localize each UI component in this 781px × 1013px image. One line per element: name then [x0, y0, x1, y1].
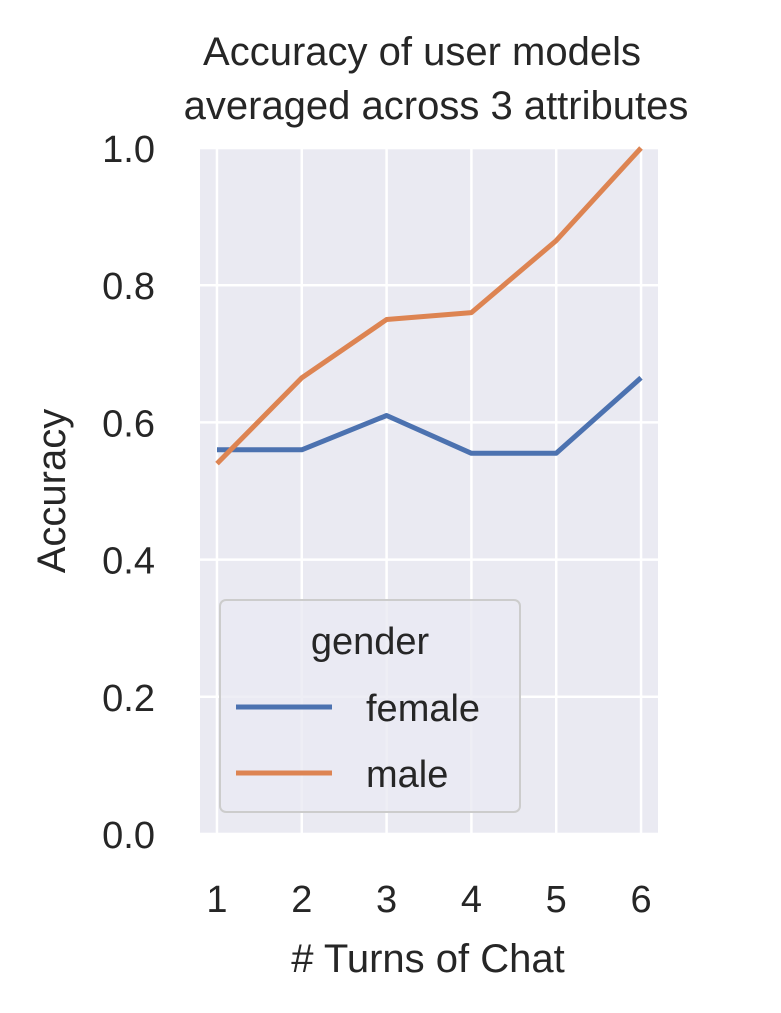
x-tick-label: 2	[291, 879, 312, 921]
series-line-male	[215, 146, 643, 466]
legend-label-male: male	[366, 754, 448, 796]
x-tick-label: 5	[546, 879, 567, 921]
chart-title-line-1: Accuracy of user models	[203, 30, 641, 74]
y-tick-label: 0.2	[102, 678, 155, 720]
y-tick-label: 0.0	[102, 815, 155, 857]
series-line-female	[217, 375, 643, 456]
series-lines	[215, 146, 643, 466]
legend-box	[219, 599, 521, 813]
chart-title-line-2: averaged across 3 attributes	[184, 84, 689, 128]
legend-label-female: female	[366, 688, 480, 730]
legend-title: gender	[311, 621, 430, 663]
x-tick-label: 4	[461, 879, 482, 921]
x-axis-label: # Turns of Chat	[291, 937, 564, 981]
y-tick-label: 0.6	[102, 403, 155, 445]
x-tick-label: 3	[376, 879, 397, 921]
chart-title: Accuracy of user models averaged across …	[184, 30, 689, 128]
y-tick-label: 0.8	[102, 266, 155, 308]
y-axis-label: Accuracy	[30, 409, 74, 574]
x-tick-labels: 1 2 3 4 5 6	[206, 879, 651, 921]
x-tick-label: 6	[630, 879, 651, 921]
y-tick-label: 0.4	[102, 541, 155, 583]
legend: gender female male	[219, 599, 521, 813]
x-tick-label: 1	[206, 879, 227, 921]
y-tick-labels: 0.0 0.2 0.4 0.6 0.8 1.0	[102, 129, 155, 857]
y-tick-label: 1.0	[102, 129, 155, 171]
